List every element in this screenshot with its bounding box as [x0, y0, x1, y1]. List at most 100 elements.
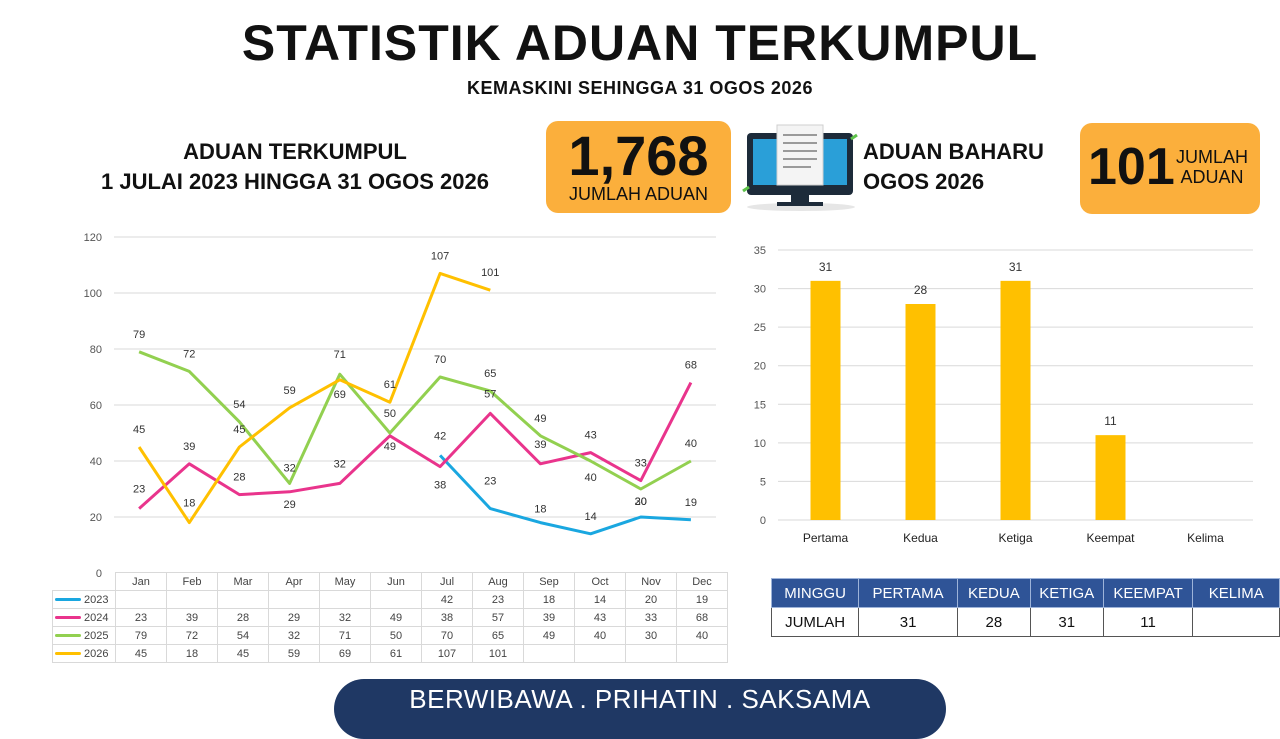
- x-tick-label: Ketiga: [998, 531, 1032, 545]
- table-cell: [574, 644, 626, 663]
- table-cell: 70: [421, 626, 473, 645]
- data-label: 49: [534, 413, 546, 425]
- x-tick-label: May: [319, 572, 371, 591]
- table-cell: 43: [574, 608, 626, 627]
- legend-label: 2026: [84, 647, 109, 660]
- table-row: 2026 45 18 45 59 69 61 107 101: [52, 644, 728, 663]
- data-label: 65: [484, 368, 496, 380]
- data-label: 57: [484, 388, 496, 400]
- page-subtitle: KEMASKINI SEHINGGA 31 OGOS 2026: [467, 78, 813, 98]
- x-tick-label: Pertama: [803, 531, 849, 545]
- data-label: 11: [1104, 414, 1117, 428]
- table-cell: 101: [472, 644, 524, 663]
- weekly-cell: 31: [858, 607, 959, 637]
- y-tick-label: 30: [754, 284, 766, 296]
- series-line-2024: [138, 381, 693, 510]
- data-label: 20: [635, 496, 647, 508]
- table-cell: [115, 590, 167, 609]
- table-cell: [523, 644, 575, 663]
- data-label: 32: [334, 458, 346, 470]
- y-tick-label: 120: [84, 232, 102, 244]
- data-label: 31: [819, 260, 833, 274]
- y-tick-label: 10: [754, 438, 766, 450]
- data-label: 72: [183, 348, 195, 360]
- table-cell: 39: [166, 608, 218, 627]
- bar: [905, 304, 936, 520]
- bar: [1095, 435, 1126, 520]
- x-tick-label: Apr: [268, 572, 320, 591]
- table-cell: 32: [268, 626, 320, 645]
- y-tick-label: 80: [90, 344, 102, 356]
- series-line-2023: [439, 454, 691, 536]
- table-cell: 69: [319, 644, 371, 663]
- table-cell: 57: [472, 608, 524, 627]
- table-cell: 107: [421, 644, 473, 663]
- monthly-line-chart: 0 20 40 60 80 100 120 42 23 18 14 20 19 23 39 28 29 32 49 3…: [84, 232, 716, 580]
- monthly-label-line2: ADUAN: [1180, 167, 1244, 187]
- table-cell: 28: [217, 608, 269, 627]
- y-tick-label: 20: [90, 512, 102, 524]
- x-tick-label: Jan: [115, 572, 167, 591]
- data-label: 45: [133, 424, 145, 436]
- table-cell: [370, 590, 422, 609]
- y-tick-label: 60: [90, 400, 102, 412]
- table-cell: [166, 590, 218, 609]
- monthly-label-line1: JUMLAH: [1175, 147, 1248, 167]
- x-tick-label: Kedua: [903, 531, 938, 545]
- cumulative-heading-line2: 1 JULAI 2023 HINGGA 31 OGOS 2026: [100, 169, 490, 194]
- y-tick-label: 0: [760, 515, 766, 527]
- weekly-header-cell: PERTAMA: [858, 578, 959, 608]
- x-tick-label: Mar: [217, 572, 269, 591]
- table-cell: 49: [523, 626, 575, 645]
- weekly-cell: 11: [1102, 607, 1194, 637]
- bar: [1000, 280, 1031, 520]
- weekly-header-cell: MINGGU: [770, 578, 860, 608]
- bar: [810, 280, 841, 520]
- table-cell: [319, 590, 371, 609]
- total-complaints-card: 1,768 JUMLAH ADUAN: [546, 121, 731, 213]
- legend-label: 2023: [84, 593, 109, 606]
- new-complaints-heading-line1: ADUAN BAHARU: [863, 139, 1044, 164]
- table-cell: 68: [676, 608, 728, 627]
- table-cell: 32: [319, 608, 371, 627]
- data-label: 69: [334, 389, 346, 401]
- x-tick-label: Sep: [523, 572, 575, 591]
- cumulative-heading-line1: ADUAN TERKUMPUL: [183, 139, 407, 164]
- y-tick-label: 25: [754, 322, 766, 334]
- y-tick-label: 5: [760, 476, 766, 488]
- table-cell: 19: [676, 590, 728, 609]
- x-tick-label: Kelima: [1187, 531, 1224, 545]
- y-tick-label: 40: [90, 456, 102, 468]
- data-label: 71: [334, 349, 346, 361]
- weekly-header-cell: KEEMPAT: [1102, 578, 1194, 608]
- x-tick-label: Oct: [574, 572, 626, 591]
- data-label: 49: [384, 441, 396, 453]
- table-row: 2023 42 23 18 14 20 19: [52, 590, 728, 609]
- table-cell: 61: [370, 644, 422, 663]
- total-complaints-value: 1,768: [568, 124, 709, 187]
- table-row: 2024 23 39 28 29 32 49 38 57 39 43 33 68: [52, 608, 728, 627]
- table-cell: 49: [370, 608, 422, 627]
- data-label: 38: [434, 480, 446, 492]
- data-label: 101: [481, 267, 499, 279]
- x-tick-label: Jun: [370, 572, 422, 591]
- monthly-complaints-label: JUMLAH ADUAN: [1172, 147, 1252, 187]
- table-cell: 29: [268, 608, 320, 627]
- x-tick-label: Jul: [421, 572, 473, 591]
- page-title: STATISTIK ADUAN TERKUMPUL: [241, 15, 1039, 71]
- x-tick-label: Aug: [472, 572, 524, 591]
- x-tick-label: Feb: [166, 572, 218, 591]
- x-tick-label: Dec: [676, 572, 728, 591]
- new-complaints-heading: ADUAN BAHARU OGOS 2026: [863, 137, 1083, 197]
- table-cell: 14: [574, 590, 626, 609]
- data-label: 14: [584, 511, 596, 523]
- series-line-2026: [137, 271, 491, 525]
- weekly-cell: [1192, 607, 1280, 637]
- legend-label: 2025: [84, 629, 109, 642]
- table-cell: 45: [217, 644, 269, 663]
- legend-entry: 2023: [52, 590, 116, 609]
- table-cell: 18: [523, 590, 575, 609]
- legend-label: 2024: [84, 611, 109, 624]
- footer-motto: BERWIBAWA . PRIHATIN . SAKSAMA: [409, 684, 871, 714]
- legend-key-icon: [55, 616, 81, 620]
